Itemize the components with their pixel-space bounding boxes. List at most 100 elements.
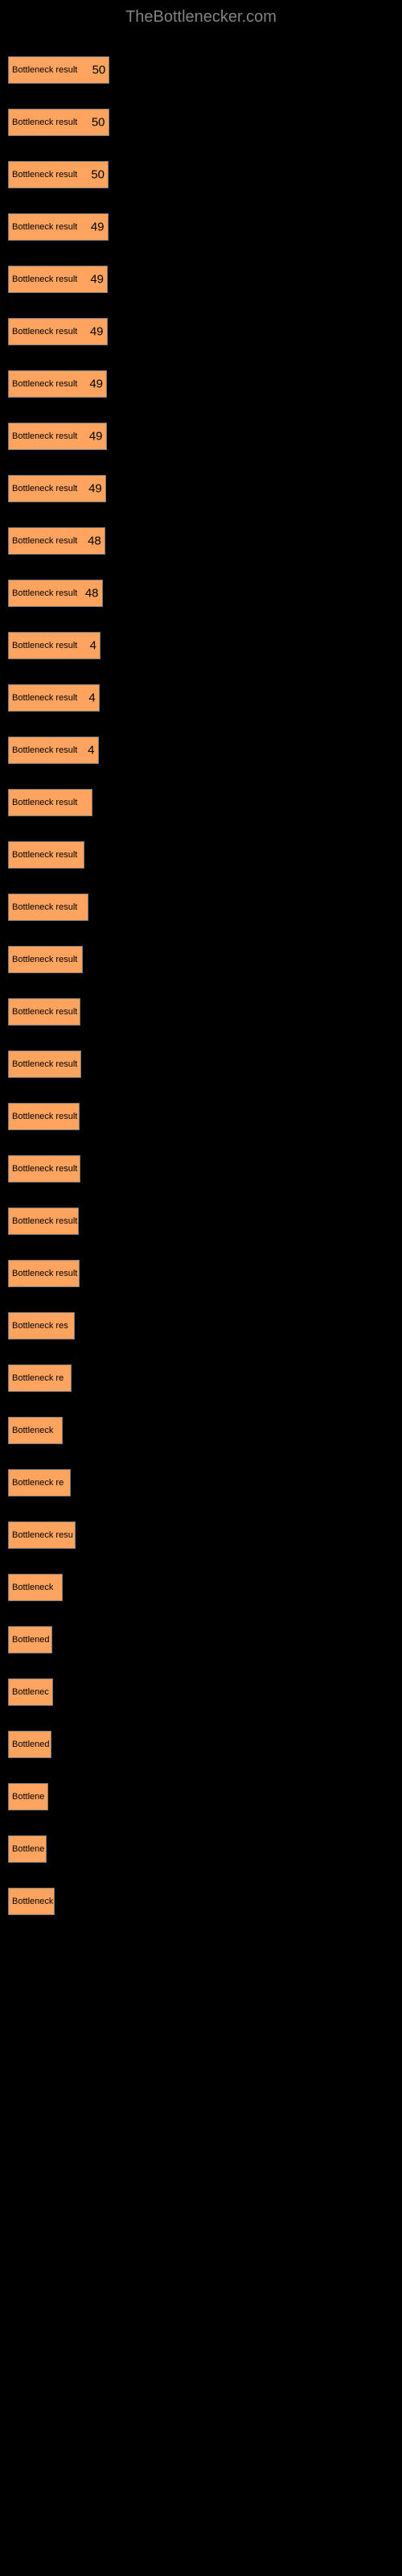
bar-row: Bottleneck: [8, 1888, 394, 1915]
bar: Bottleneck result: [8, 1260, 80, 1287]
bar-label-text: Bottleneck re: [9, 1373, 64, 1383]
bar-row: Bottleneck re: [8, 1469, 394, 1496]
bar: Bottleneck re: [8, 1469, 71, 1496]
bar-label-text: Bottleneck resu: [9, 1530, 73, 1540]
bar-label-text: Bottleneck result: [9, 379, 77, 389]
bar-row: Bottleneck result48: [8, 527, 394, 555]
bar-group: Bottleneck result: [8, 932, 394, 973]
bar-row: Bottleneck result4: [8, 684, 394, 712]
bar: Bottleneck result4: [8, 684, 100, 712]
bar-value: 4: [90, 639, 96, 653]
item-label: [8, 95, 394, 106]
bar-value: 50: [91, 168, 105, 182]
bar-row: Bottleneck result 50: [8, 161, 394, 188]
bar-row: Bottlene: [8, 1783, 394, 1810]
bar-group: Bottleneck result: [8, 1246, 394, 1287]
item-label: [8, 1089, 394, 1100]
bar-row: Bottleneck result50: [8, 109, 394, 136]
item-label: [8, 1455, 394, 1467]
bar-label-text: Bottleneck result: [9, 850, 77, 860]
bar: Bottleneck res: [8, 1312, 75, 1340]
bar-group: Bottleneck result48: [8, 566, 394, 607]
bar-group: Bottleneck result49: [8, 252, 394, 293]
bar-label-text: Bottlene: [9, 1792, 44, 1802]
item-label: [8, 304, 394, 316]
bar: Bottleneck result: [8, 1208, 79, 1235]
bar: Bottleneck: [8, 1574, 63, 1601]
bar: Bottleneck result: [8, 1051, 81, 1078]
bar-label-text: Bottleneck result: [9, 118, 77, 127]
bar-label-text: Bottlenec: [9, 1687, 49, 1697]
bar: Bottleneck result: [8, 946, 83, 973]
bar-group: Bottleneck result: [8, 985, 394, 1026]
bar-row: Bottleneck: [8, 1417, 394, 1444]
item-label: [8, 409, 394, 420]
bar-group: Bottleneck result: [8, 828, 394, 869]
bar: Bottleneck result 49: [8, 475, 106, 502]
bar-label-text: Bottleneck result: [9, 327, 77, 336]
bar: Bottleneck result48: [8, 527, 105, 555]
bar-row: Bottleneck re: [8, 1364, 394, 1392]
bar-group: Bottleneck result49: [8, 304, 394, 345]
item-label: [8, 1874, 394, 1885]
bar-row: Bottleneck result: [8, 789, 394, 816]
bar-label-text: Bottleneck result: [9, 1164, 77, 1174]
item-label: [8, 828, 394, 839]
bar-group: Bottleneck result49: [8, 357, 394, 398]
bar-value: 49: [89, 430, 103, 444]
bar: Bottlene: [8, 1783, 48, 1810]
bar-label-text: Bottleneck result: [9, 484, 77, 493]
bar-group: Bottleneck result50: [8, 95, 394, 136]
item-label: [8, 1246, 394, 1257]
item-label: [8, 461, 394, 473]
bar: Bottlene: [8, 1835, 47, 1863]
item-label: [8, 1665, 394, 1676]
bar-group: Bottleneck result 4: [8, 618, 394, 659]
bar-group: Bottleneck result4: [8, 723, 394, 764]
bar-row: Bottleneck result 4: [8, 632, 394, 659]
item-label: [8, 1822, 394, 1833]
item-label: [8, 252, 394, 263]
bar-group: Bottleneck resu: [8, 1508, 394, 1549]
bar-group: Bottleneck result 49: [8, 461, 394, 502]
item-label: [8, 671, 394, 682]
item-label: [8, 1717, 394, 1728]
bar: Bottlenec: [8, 1678, 53, 1706]
bar: Bottleneck result 4: [8, 632, 100, 659]
bar-label-text: Bottleneck: [9, 1426, 53, 1435]
bar-label-text: Bottlened: [9, 1635, 49, 1645]
item-label: [8, 566, 394, 577]
bar-row: Bottleneck result49: [8, 370, 394, 398]
item-label: [8, 200, 394, 211]
bar-label-text: Bottlened: [9, 1740, 49, 1749]
bar-label-text: Bottleneck result: [9, 170, 77, 180]
bar-label-text: Bottleneck result: [9, 431, 77, 441]
bar: Bottleneck result: [8, 998, 80, 1026]
bar-label-text: Bottleneck result: [9, 1059, 77, 1069]
item-label: [8, 932, 394, 943]
bar-label-text: Bottleneck result: [9, 902, 77, 912]
bar-group: Bottleneck result: [8, 1141, 394, 1183]
bar-group: Bottleneck: [8, 1874, 394, 1915]
bar-row: Bottlened: [8, 1731, 394, 1758]
bar: Bottlened: [8, 1626, 52, 1653]
item-label: [8, 775, 394, 786]
item-label: [8, 1194, 394, 1205]
bar: Bottleneck resu: [8, 1521, 76, 1549]
bar-row: Bottleneck result: [8, 894, 394, 921]
bar-value: 49: [88, 482, 102, 496]
bar-value: 50: [92, 64, 106, 77]
bar-group: Bottleneck result: [8, 1037, 394, 1078]
bar-label-text: Bottleneck result: [9, 588, 77, 598]
item-label: [8, 1298, 394, 1310]
bar-row: Bottleneck result: [8, 841, 394, 869]
bar: Bottleneck result48: [8, 580, 103, 607]
bar-label-text: Bottleneck result: [9, 641, 77, 650]
bar-row: Bottlene: [8, 1835, 394, 1863]
item-label: [8, 985, 394, 996]
item-label: [8, 1560, 394, 1571]
bar: Bottleneck result50: [8, 109, 109, 136]
bar-group: Bottlenec: [8, 1665, 394, 1706]
bar: Bottleneck result49: [8, 370, 107, 398]
bar-group: Bottlene: [8, 1769, 394, 1810]
